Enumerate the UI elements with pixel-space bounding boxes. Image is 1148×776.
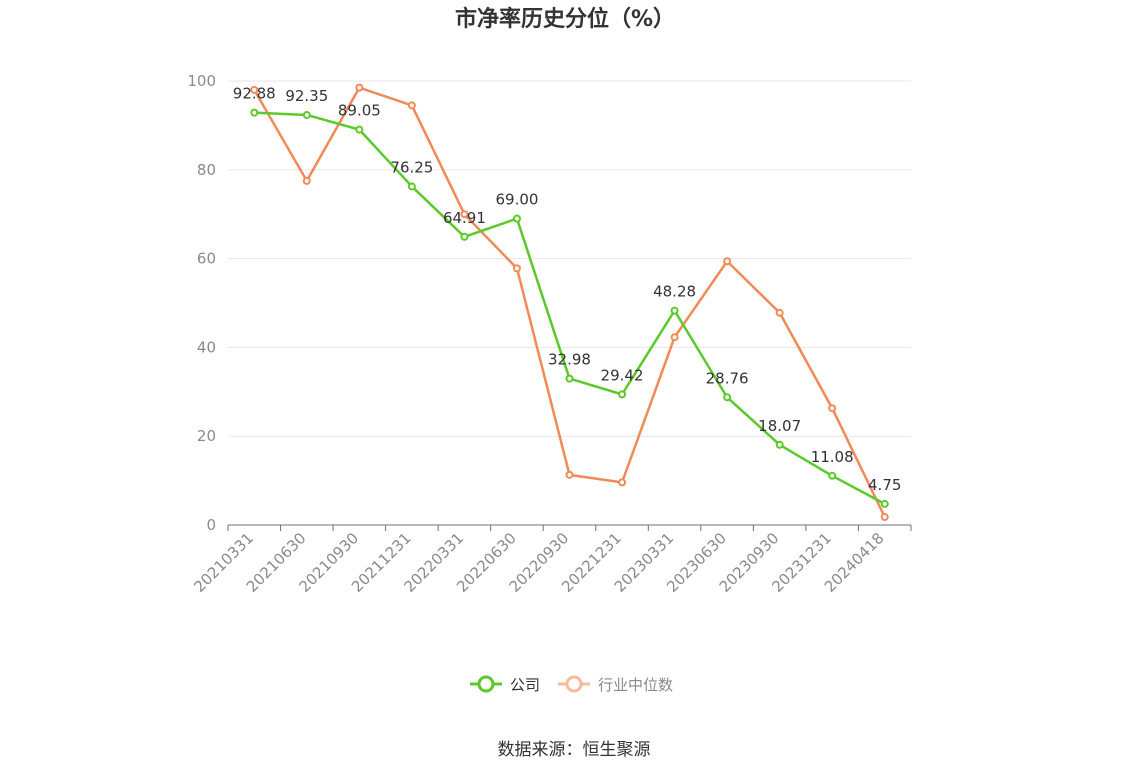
y-tick-label: 100 — [187, 72, 216, 90]
data-point-company[interactable] — [670, 306, 679, 315]
data-point-industry[interactable] — [828, 404, 837, 413]
y-tick-label: 80 — [197, 161, 216, 179]
data-point-industry[interactable] — [250, 85, 259, 94]
data-point-company[interactable] — [460, 232, 469, 241]
chart-title: 市净率历史分位（%） — [455, 6, 675, 32]
data-point-industry[interactable] — [618, 478, 627, 487]
legend-industry-label: 行业中位数 — [598, 676, 673, 694]
data-label: 32.98 — [548, 351, 591, 369]
grid-lines — [228, 80, 911, 437]
data-label: 29.42 — [601, 366, 644, 384]
y-tick-label: 40 — [197, 338, 216, 356]
data-point-company[interactable] — [407, 182, 416, 191]
data-point-industry[interactable] — [670, 333, 679, 342]
data-point-company[interactable] — [302, 110, 311, 119]
data-point-company[interactable] — [618, 390, 627, 399]
data-label: 11.08 — [811, 448, 854, 466]
data-label: 69.00 — [495, 191, 538, 209]
data-point-industry[interactable] — [355, 83, 364, 92]
data-label: 28.76 — [706, 369, 749, 387]
data-point-company[interactable] — [565, 374, 574, 383]
data-point-industry[interactable] — [512, 264, 521, 273]
series-lines — [250, 83, 889, 522]
data-point-company[interactable] — [723, 393, 732, 402]
x-axis-ticks: 2021033120210630202109302021123120220331… — [190, 525, 912, 596]
data-point-company[interactable] — [828, 471, 837, 480]
legend[interactable]: 公司 行业中位数 — [470, 675, 673, 694]
y-tick-label: 60 — [197, 250, 216, 268]
legend-company-marker — [477, 675, 495, 693]
y-tick-label: 20 — [197, 427, 216, 445]
data-point-industry[interactable] — [460, 210, 469, 219]
data-point-company[interactable] — [512, 214, 521, 223]
data-label: 4.75 — [868, 476, 901, 494]
data-label: 92.88 — [233, 85, 276, 103]
data-label: 48.28 — [653, 283, 696, 301]
legend-company-label: 公司 — [510, 676, 540, 694]
data-point-industry[interactable] — [775, 308, 784, 317]
y-tick-label: 0 — [206, 516, 216, 534]
data-label: 92.35 — [285, 87, 328, 105]
data-source: 数据来源：恒生聚源 — [498, 740, 651, 760]
data-point-industry[interactable] — [302, 176, 311, 185]
series-line-industry — [253, 86, 886, 518]
y-axis-ticks: 0 20 40 60 80 100 — [187, 72, 216, 534]
series-line-company — [254, 111, 886, 506]
data-point-company[interactable] — [880, 499, 889, 508]
legend-item-industry[interactable]: 行业中位数 — [558, 675, 673, 694]
data-point-company[interactable] — [250, 108, 259, 117]
legend-industry-marker — [565, 675, 583, 693]
data-point-industry[interactable] — [407, 101, 416, 110]
data-point-industry[interactable] — [565, 470, 574, 479]
data-labels: 92.88 92.35 89.05 76.25 64.91 69.00 32.98 29.42… — [233, 85, 902, 494]
data-point-company[interactable] — [355, 125, 364, 134]
data-label: 64.91 — [443, 209, 486, 227]
data-label: 89.05 — [338, 102, 381, 120]
data-point-industry[interactable] — [880, 513, 889, 522]
data-label: 18.07 — [758, 417, 801, 435]
legend-item-company[interactable]: 公司 — [470, 675, 540, 694]
data-point-industry[interactable] — [723, 257, 732, 266]
data-label: 76.25 — [390, 158, 433, 176]
data-point-company[interactable] — [775, 440, 784, 449]
